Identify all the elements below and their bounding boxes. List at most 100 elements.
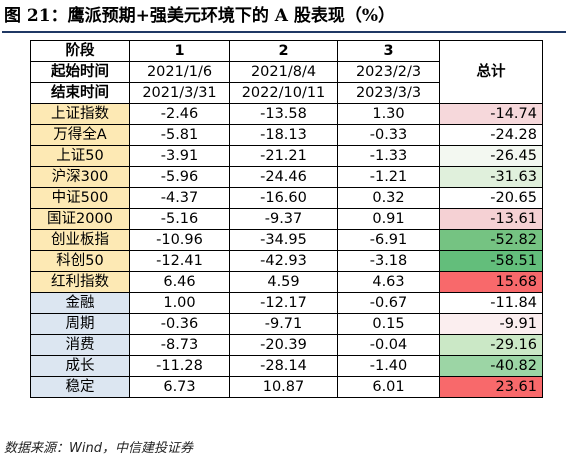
total-value: 15.68: [439, 271, 543, 293]
row-label: 沪深300: [30, 166, 130, 188]
table-row: 上证50 -3.91 -21.21 -1.33 -26.45: [30, 145, 543, 167]
stage-3-value: -1.33: [337, 145, 440, 167]
stage-1-value: -12.41: [129, 250, 230, 272]
total-value: -58.51: [439, 250, 543, 272]
header-stage-3: 3: [337, 40, 440, 62]
row-label: 中证500: [30, 187, 130, 209]
header-start-2: 2021/8/4: [229, 61, 338, 83]
header-row-stage: 阶段 1 2 3 总计: [30, 40, 543, 104]
table-row: 周期 -0.36 -9.71 0.15 -9.91: [30, 313, 543, 335]
stage-2-value: -13.58: [229, 103, 338, 125]
row-label: 创业板指: [30, 229, 130, 251]
table-row: 成长 -11.28 -28.14 -1.40 -40.82: [30, 355, 543, 377]
stage-1-value: -0.36: [129, 313, 230, 335]
total-value: -14.74: [439, 103, 543, 125]
stage-1-value: -11.28: [129, 355, 230, 377]
stage-3-value: 0.15: [337, 313, 440, 335]
row-label: 上证50: [30, 145, 130, 167]
stage-3-value: 6.01: [337, 376, 440, 398]
stage-2-value: 10.87: [229, 376, 338, 398]
total-value: -29.16: [439, 334, 543, 356]
header-stage-2: 2: [229, 40, 338, 62]
header-end-2: 2022/10/11: [229, 82, 338, 104]
header-start-3: 2023/2/3: [337, 61, 440, 83]
title-rule: [2, 31, 566, 33]
table-row: 万得全A -5.81 -18.13 -0.33 -24.28: [30, 124, 543, 146]
stage-2-value: -12.17: [229, 292, 338, 314]
stage-1-value: 6.73: [129, 376, 230, 398]
header-end-1: 2021/3/31: [129, 82, 230, 104]
row-label: 成长: [30, 355, 130, 377]
table-row: 稳定 6.73 10.87 6.01 23.61: [30, 376, 543, 398]
row-label: 上证指数: [30, 103, 130, 125]
stage-1-value: 6.46: [129, 271, 230, 293]
stage-2-value: -34.95: [229, 229, 338, 251]
stage-1-value: -5.96: [129, 166, 230, 188]
table-row: 沪深300 -5.96 -24.46 -1.21 -31.63: [30, 166, 543, 188]
stage-3-value: -1.21: [337, 166, 440, 188]
stage-3-value: -0.04: [337, 334, 440, 356]
total-value: -13.61: [439, 208, 543, 230]
stage-2-value: -18.13: [229, 124, 338, 146]
header-end-label: 结束时间: [30, 82, 130, 104]
row-label: 稳定: [30, 376, 130, 398]
header-start-1: 2021/1/6: [129, 61, 230, 83]
figure-title: 图 21：鹰派预期+强美元环境下的 A 股表现（%）: [4, 6, 395, 26]
total-value: -9.91: [439, 313, 543, 335]
stage-1-value: -2.46: [129, 103, 230, 125]
row-label: 科创50: [30, 250, 130, 272]
stage-2-value: -21.21: [229, 145, 338, 167]
total-value: -52.82: [439, 229, 543, 251]
total-value: -24.28: [439, 124, 543, 146]
stage-1-value: -10.96: [129, 229, 230, 251]
stage-3-value: -6.91: [337, 229, 440, 251]
header-total: 总计: [439, 40, 543, 104]
header-end-3: 2023/3/3: [337, 82, 440, 104]
stage-1-value: -5.81: [129, 124, 230, 146]
stage-1-value: -4.37: [129, 187, 230, 209]
table-row: 金融 1.00 -12.17 -0.67 -11.84: [30, 292, 543, 314]
header-stage-1: 1: [129, 40, 230, 62]
stage-1-value: 1.00: [129, 292, 230, 314]
total-value: -40.82: [439, 355, 543, 377]
stage-2-value: -9.37: [229, 208, 338, 230]
row-label: 万得全A: [30, 124, 130, 146]
table-row: 上证指数 -2.46 -13.58 1.30 -14.74: [30, 103, 543, 125]
total-value: -11.84: [439, 292, 543, 314]
stage-3-value: -0.67: [337, 292, 440, 314]
stage-2-value: -28.14: [229, 355, 338, 377]
stage-3-value: -1.40: [337, 355, 440, 377]
stage-3-value: 0.91: [337, 208, 440, 230]
stage-2-value: -20.39: [229, 334, 338, 356]
table-row: 中证500 -4.37 -16.60 0.32 -20.65: [30, 187, 543, 209]
total-value: -20.65: [439, 187, 543, 209]
total-value: -31.63: [439, 166, 543, 188]
stage-3-value: -3.18: [337, 250, 440, 272]
stage-2-value: -42.93: [229, 250, 338, 272]
total-value: 23.61: [439, 376, 543, 398]
table-row: 红利指数 6.46 4.59 4.63 15.68: [30, 271, 543, 293]
stage-2-value: 4.59: [229, 271, 338, 293]
stage-3-value: -0.33: [337, 124, 440, 146]
stage-2-value: -24.46: [229, 166, 338, 188]
table-row: 国证2000 -5.16 -9.37 0.91 -13.61: [30, 208, 543, 230]
header-start-label: 起始时间: [30, 61, 130, 83]
performance-table: 阶段 1 2 3 总计 起始时间 2021/1/6 2021/8/4 2023/…: [30, 40, 543, 398]
stage-3-value: 4.63: [337, 271, 440, 293]
stage-2-value: -9.71: [229, 313, 338, 335]
table-row: 科创50 -12.41 -42.93 -3.18 -58.51: [30, 250, 543, 272]
total-value: -26.45: [439, 145, 543, 167]
stage-1-value: -5.16: [129, 208, 230, 230]
stage-3-value: 1.30: [337, 103, 440, 125]
row-label: 消费: [30, 334, 130, 356]
stage-1-value: -8.73: [129, 334, 230, 356]
row-label: 金融: [30, 292, 130, 314]
row-label: 国证2000: [30, 208, 130, 230]
row-label: 周期: [30, 313, 130, 335]
header-stage-label: 阶段: [30, 40, 130, 62]
stage-3-value: 0.32: [337, 187, 440, 209]
stage-1-value: -3.91: [129, 145, 230, 167]
stage-2-value: -16.60: [229, 187, 338, 209]
source-note: 数据来源：Wind，中信建投证券: [4, 441, 193, 456]
table-row: 创业板指 -10.96 -34.95 -6.91 -52.82: [30, 229, 543, 251]
